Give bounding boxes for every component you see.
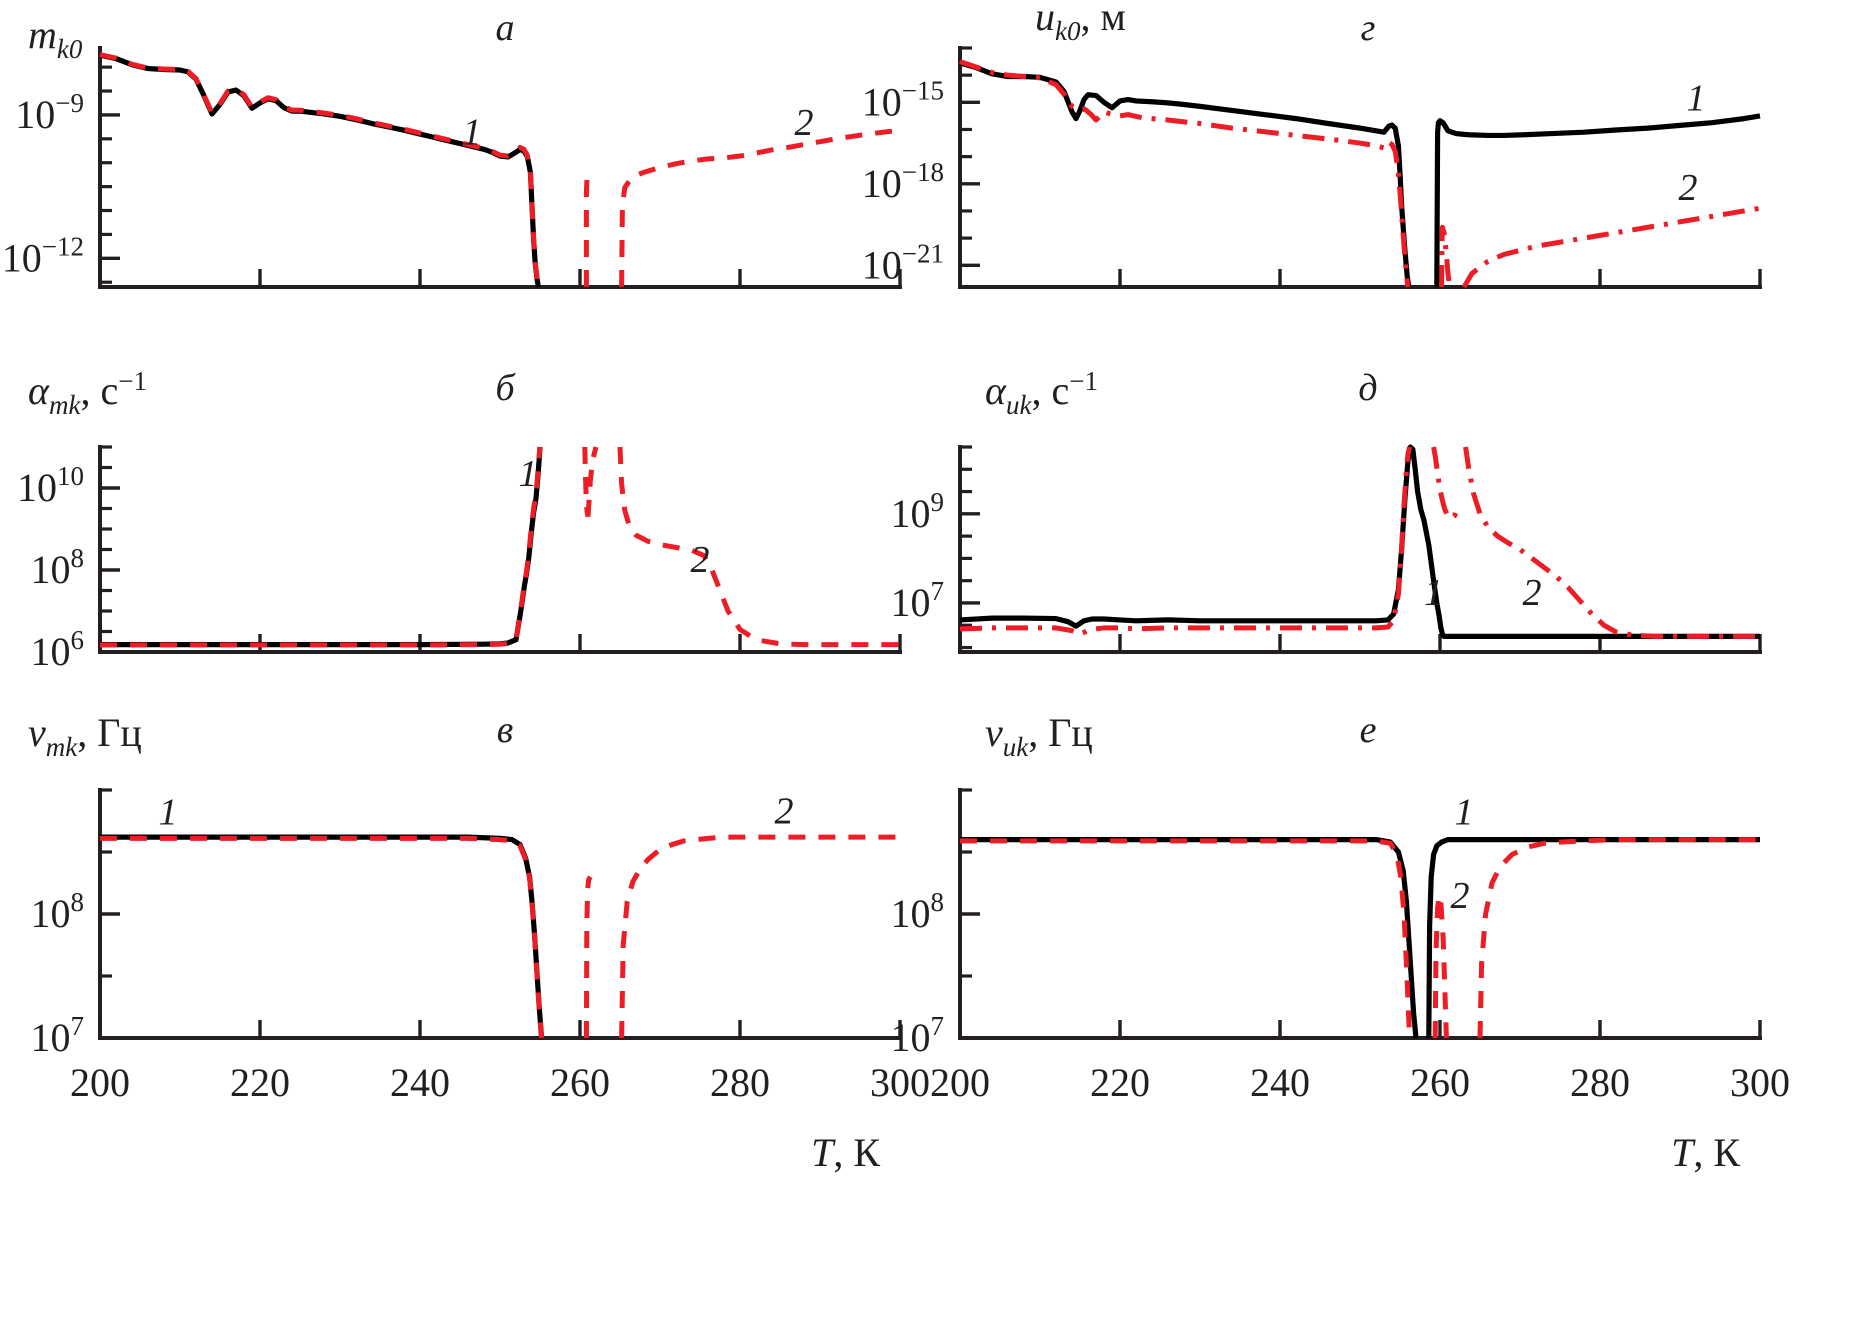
curve-annotation-a: 1 [463, 112, 482, 154]
y-tick-label-g: 10−18 [862, 157, 944, 206]
curve-e-series-2 [1432, 892, 1449, 1039]
panel-letter-d: д [1358, 367, 1377, 409]
axis-frame-e [958, 788, 1762, 1040]
curve-g-series-1 [1434, 113, 1761, 288]
curve-b-series-2 [617, 446, 900, 648]
x-tick-label-e: 300 [1730, 1060, 1790, 1105]
curve-b-series-1 [100, 446, 543, 648]
panel-d: 109 107 1 2 [891, 444, 1762, 654]
panel-e: 108 107 1 2 [891, 788, 1762, 1060]
panel-letter-b: б [495, 367, 516, 409]
y-tick-label-v: 107 [31, 1011, 85, 1060]
y-axis-label-d: αuk, с−1 [985, 366, 1098, 420]
curve-d-series-2 [1463, 446, 1760, 639]
x-axis-label-e: T, К [1671, 1130, 1740, 1175]
curve-e-series-1 [960, 837, 1419, 1039]
y-tick-label-d: 109 [891, 487, 945, 536]
curve-d-series-2 [1431, 446, 1462, 521]
curve-g-series-2 [1461, 205, 1761, 289]
curve-annotation-e: 2 [1451, 875, 1470, 917]
curve-annotation-b: 1 [519, 453, 538, 495]
y-axis-label-a: mk0 [28, 12, 83, 64]
curve-g-series-2 [1439, 224, 1453, 288]
y-axis-label-v: νmk, Гц [28, 710, 142, 762]
curve-e-series-2 [960, 838, 1413, 1039]
curve-b-series-2 [585, 446, 599, 517]
curve-v-series-2 [619, 834, 900, 1039]
y-tick-label-e: 108 [891, 887, 945, 936]
curve-annotation-v: 1 [159, 792, 178, 834]
curve-annotation-d: 2 [1523, 572, 1542, 614]
x-tick-label-e: 240 [1250, 1060, 1310, 1105]
y-tick-label-d: 107 [891, 576, 945, 625]
curve-g-series-1 [959, 60, 1412, 288]
y-tick-label-g: 10−21 [862, 238, 944, 287]
curve-a-series-2 [619, 127, 901, 288]
curve-annotation-g: 2 [1679, 167, 1698, 209]
panel-a: 10−9 10−12 1 2 [2, 46, 902, 289]
y-axis-label-g: uk0, м [1035, 0, 1126, 46]
panel-letter-g: г [1361, 7, 1376, 49]
panel-letter-e: е [1360, 709, 1377, 751]
curve-annotation-v: 2 [775, 790, 794, 832]
panel-v: 108 107 1 2 [31, 788, 902, 1060]
panel-letter-a: а [496, 7, 515, 49]
y-axis-label-e: νuk, Гц [985, 710, 1093, 762]
axis-frame-a [98, 46, 902, 289]
curve-v-series-2 [583, 875, 593, 1039]
y-tick-label-a: 10−12 [2, 231, 84, 280]
curve-e-series-1 [1426, 837, 1760, 1039]
y-tick-label-b: 106 [31, 625, 85, 674]
y-axis-label-b: αmk, с−1 [28, 366, 147, 420]
curve-d-series-1 [959, 444, 1447, 639]
x-tick-label-e: 260 [1410, 1060, 1470, 1105]
y-tick-label-b: 108 [31, 543, 85, 592]
curve-b-series-2 [100, 446, 543, 648]
curve-d-series-2 [959, 446, 1413, 637]
y-tick-label-e: 107 [891, 1011, 945, 1060]
curve-e-series-2 [1477, 837, 1760, 1039]
curve-annotation-e: 1 [1455, 792, 1474, 834]
y-tick-label-a: 10−9 [15, 88, 84, 137]
curve-v-series-2 [100, 835, 545, 1039]
x-tick-label-v: 200 [70, 1060, 130, 1105]
x-tick-label-v: 240 [390, 1060, 450, 1105]
x-tick-label-v: 220 [230, 1060, 290, 1105]
x-tick-label-e: 200 [930, 1060, 990, 1105]
curve-a-series-1 [99, 52, 541, 288]
curve-a-series-2 [99, 52, 541, 288]
y-tick-label-g: 10−15 [862, 75, 944, 124]
axis-frame-b [98, 445, 902, 654]
curve-annotation-g: 1 [1687, 77, 1706, 119]
curve-a-series-2 [583, 171, 591, 287]
y-tick-label-b: 1010 [17, 461, 84, 510]
panel-b: 1010 108 106 1 2 [17, 445, 902, 674]
y-tick-label-v: 108 [31, 887, 85, 936]
curve-annotation-b: 2 [691, 539, 710, 581]
x-tick-label-e: 220 [1090, 1060, 1150, 1105]
panel-letter-v: в [497, 709, 514, 751]
curve-annotation-d: 1 [1424, 572, 1443, 614]
panel-g: 10−15 10−18 10−21 1 2 [862, 46, 1762, 289]
x-tick-label-v: 260 [550, 1060, 610, 1105]
curve-g-series-2 [959, 59, 1411, 288]
x-tick-label-v: 300 [870, 1060, 930, 1105]
curve-annotation-a: 2 [795, 102, 814, 144]
curve-v-series-1 [100, 834, 545, 1039]
x-axis-label-v: T, К [811, 1130, 880, 1175]
axis-frame-g [958, 46, 1762, 289]
x-tick-label-e: 280 [1570, 1060, 1630, 1105]
x-tick-label-v: 280 [710, 1060, 770, 1105]
